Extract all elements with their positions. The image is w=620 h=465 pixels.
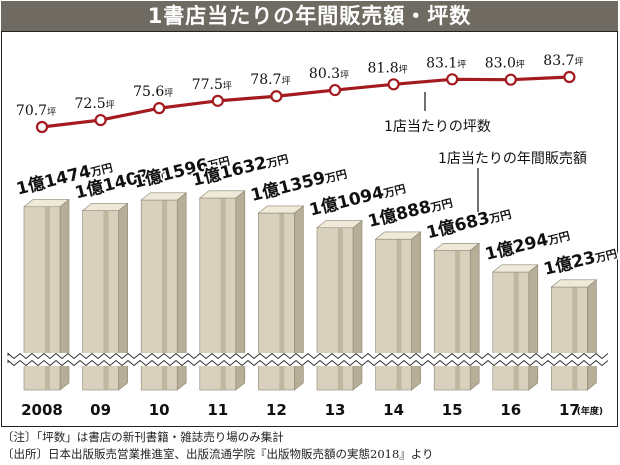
bar-groove	[337, 227, 343, 390]
bar-groove	[279, 213, 285, 390]
tsubo-point	[153, 102, 166, 115]
tsubo-value-label: 72.5坪	[75, 96, 115, 112]
bar-top	[550, 279, 598, 288]
bar-top	[198, 190, 246, 199]
note-scope: 〔注〕「坪数」は書店の新刊書籍・雑誌売り場のみ集計	[2, 430, 284, 444]
line-legend-label: 1店当たりの坪数	[384, 119, 491, 135]
x-tick-label: 12	[266, 401, 287, 419]
tsubo-value-label: 78.7坪	[250, 72, 290, 88]
chart-title: 1書店当たりの年間販売額・坪数	[147, 4, 472, 28]
axis-break-line	[7, 359, 609, 367]
bar-top	[491, 264, 539, 273]
bar	[551, 286, 588, 391]
bar-top	[433, 242, 481, 251]
bar-groove	[162, 199, 168, 390]
bar-groove	[103, 210, 109, 390]
tsubo-point	[504, 73, 517, 86]
tsubo-point	[270, 90, 283, 103]
bar-groove	[455, 250, 461, 390]
chart-svg: 1億1474万円1億1403万円1億1596万円1億1632万円1億1359万円…	[7, 53, 620, 419]
bar-groove	[44, 206, 50, 390]
x-tick-label: 13	[325, 401, 346, 419]
x-axis-unit: (年度)	[577, 405, 603, 417]
tsubo-point	[387, 78, 400, 91]
bar-side	[411, 231, 421, 391]
tsubo-point	[94, 113, 107, 127]
note-source: 〔出所〕日本出版販売営業推進室、出版流通学院『出版物販売額の実態2018』より	[2, 447, 434, 461]
bar-top	[316, 220, 363, 229]
x-tick-label: 17	[559, 401, 580, 419]
tsubo-value-label: 70.7坪	[16, 103, 56, 119]
x-tick-label: 16	[500, 401, 521, 419]
tsubo-point	[328, 83, 342, 97]
tsubo-point	[35, 120, 49, 134]
bar-value-label: 1億23万円	[542, 241, 619, 279]
x-tick-label: 09	[90, 401, 111, 419]
bar-side	[469, 242, 480, 391]
x-tick-label: 15	[442, 401, 463, 419]
notes: 〔注〕「坪数」は書店の新刊書籍・雑誌売り場のみ集計 〔出所〕日本出版販売営業推進…	[2, 429, 618, 463]
bar-legend-label: 1店当たりの年間販売額	[438, 151, 587, 167]
bar-groove	[220, 198, 226, 390]
tsubo-point	[563, 70, 576, 84]
x-tick-label: 14	[383, 401, 404, 419]
axis-break-line	[7, 352, 609, 360]
tsubo-point	[211, 94, 224, 107]
tsubo-value-label: 77.5坪	[192, 77, 232, 93]
bar-top	[257, 205, 305, 214]
bar-groove	[396, 239, 402, 390]
x-tick-label: 10	[149, 401, 170, 419]
bar-top	[23, 199, 70, 208]
tsubo-line	[41, 75, 570, 129]
bar-groove	[572, 287, 578, 390]
bar-groove	[513, 272, 519, 390]
bar-top	[374, 231, 422, 240]
bar	[492, 271, 530, 391]
tsubo-value-label: 83.7坪	[543, 53, 583, 69]
bar	[433, 250, 471, 391]
tsubo-value-label: 81.8坪	[368, 60, 408, 76]
tsubo-value-label: 75.6坪	[133, 84, 173, 100]
title-bar: 1書店当たりの年間販売額・坪数	[1, 1, 618, 31]
tsubo-point	[446, 73, 459, 86]
tsubo-value-label: 80.3坪	[309, 66, 349, 82]
bar-top	[81, 203, 129, 211]
bar-top	[140, 192, 188, 201]
x-tick-label: 11	[207, 401, 228, 419]
bar-side	[587, 279, 597, 391]
bar	[375, 238, 412, 391]
bar-side	[528, 264, 539, 391]
x-tick-label: 2008	[21, 401, 63, 419]
tsubo-value-label: 83.0坪	[485, 56, 525, 72]
tsubo-value-label: 83.1坪	[426, 55, 466, 71]
